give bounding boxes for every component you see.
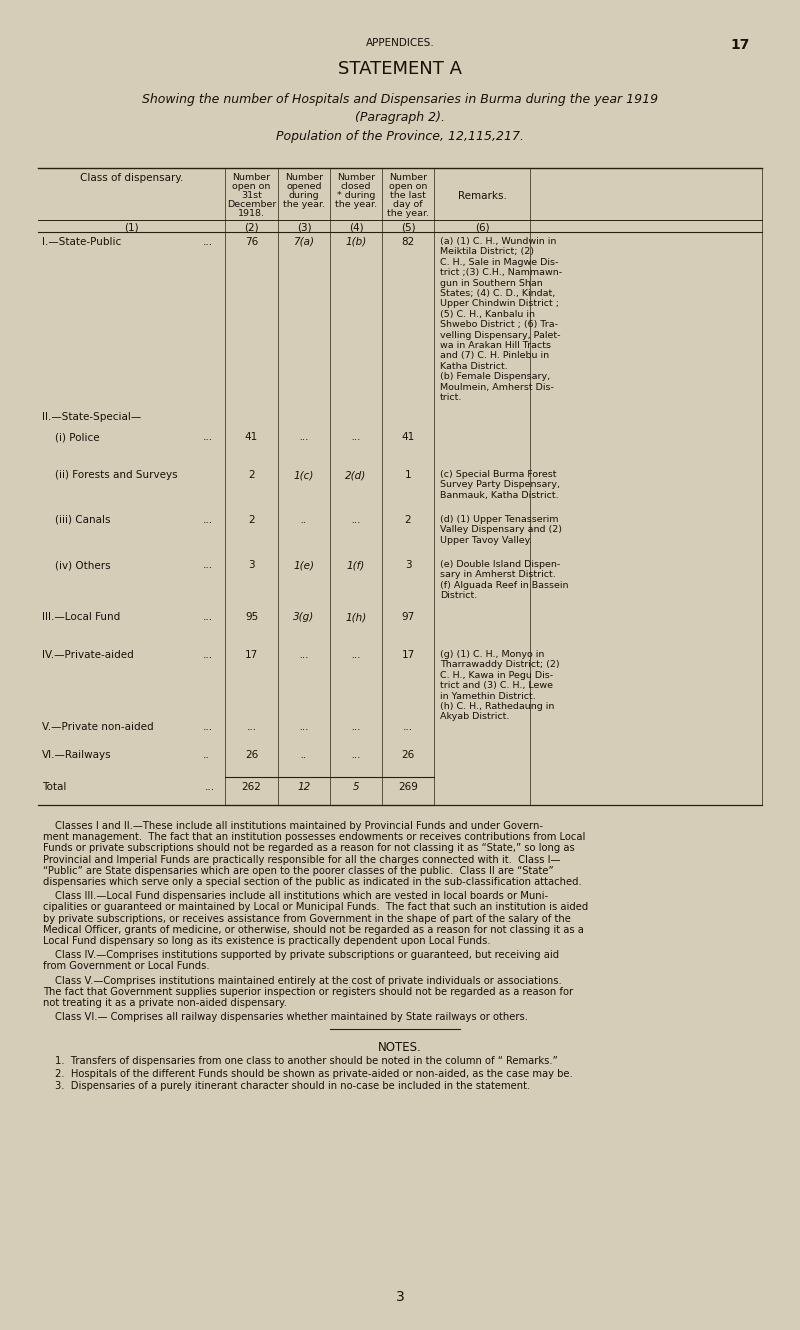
Text: 12: 12 xyxy=(298,782,310,791)
Text: 5: 5 xyxy=(353,782,359,791)
Text: ...: ... xyxy=(299,722,309,732)
Text: ..: .. xyxy=(203,750,210,759)
Text: 17: 17 xyxy=(730,39,750,52)
Text: ...: ... xyxy=(203,722,213,732)
Text: 7(a): 7(a) xyxy=(294,237,314,247)
Text: Remarks.: Remarks. xyxy=(458,192,506,201)
Text: Number: Number xyxy=(233,173,270,182)
Text: ...: ... xyxy=(351,650,361,660)
Text: ..: .. xyxy=(301,750,307,759)
Text: cipalities or guaranteed or maintained by Local or Municipal Funds.  The fact th: cipalities or guaranteed or maintained b… xyxy=(43,902,588,912)
Text: ...: ... xyxy=(351,515,361,525)
Text: 3: 3 xyxy=(248,560,255,571)
Text: ...: ... xyxy=(203,237,213,247)
Text: day of: day of xyxy=(393,200,423,209)
Text: 1(c): 1(c) xyxy=(294,469,314,480)
Text: IV.—Private-aided: IV.—Private-aided xyxy=(42,650,134,660)
Text: open on: open on xyxy=(389,182,427,192)
Text: dispensaries which serve only a special section of the public as indicated in th: dispensaries which serve only a special … xyxy=(43,876,582,887)
Text: (c) Special Burma Forest
Survey Party Dispensary,
Banmauk, Katha District.: (c) Special Burma Forest Survey Party Di… xyxy=(440,469,560,500)
Text: 95: 95 xyxy=(245,612,258,622)
Text: 3: 3 xyxy=(405,560,411,571)
Text: V.—Private non-aided: V.—Private non-aided xyxy=(42,722,154,732)
Text: (e) Double Island Dispen-
sary in Amherst District.
(f) Alguada Reef in Bassein
: (e) Double Island Dispen- sary in Amhers… xyxy=(440,560,569,600)
Text: Class of dispensary.: Class of dispensary. xyxy=(80,173,183,184)
Text: ment management.  The fact that an institution possesses endowments or receives : ment management. The fact that an instit… xyxy=(43,833,586,842)
Text: ...: ... xyxy=(299,432,309,442)
Text: ...: ... xyxy=(203,560,213,571)
Text: ...: ... xyxy=(203,650,213,660)
Text: APPENDICES.: APPENDICES. xyxy=(366,39,434,48)
Text: (ii) Forests and Surveys: (ii) Forests and Surveys xyxy=(42,469,178,480)
Text: 31st: 31st xyxy=(241,192,262,200)
Text: 2(d): 2(d) xyxy=(346,469,366,480)
Text: 2.  Hospitals of the different Funds should be shown as private-aided or non-aid: 2. Hospitals of the different Funds shou… xyxy=(55,1068,573,1079)
Text: Local Fund dispensary so long as its existence is practically dependent upon Loc: Local Fund dispensary so long as its exi… xyxy=(43,936,490,946)
Text: 17: 17 xyxy=(402,650,414,660)
Text: Class VI.— Comprises all railway dispensaries whether maintained by State railwa: Class VI.— Comprises all railway dispens… xyxy=(55,1012,528,1023)
Text: (g) (1) C. H., Monyo in
Tharrawaddy District; (2)
C. H., Kawa in Pegu Dis-
trict: (g) (1) C. H., Monyo in Tharrawaddy Dist… xyxy=(440,650,560,721)
Text: the last: the last xyxy=(390,192,426,200)
Text: by private subscriptions, or receives assistance from Government in the shape of: by private subscriptions, or receives as… xyxy=(43,914,571,923)
Text: from Government or Local Funds.: from Government or Local Funds. xyxy=(43,962,210,971)
Text: Provincial and Imperial Funds are practically responsible for all the charges co: Provincial and Imperial Funds are practi… xyxy=(43,855,561,865)
Text: 3(g): 3(g) xyxy=(294,612,314,622)
Text: during: during xyxy=(289,192,319,200)
Text: 2: 2 xyxy=(248,515,255,525)
Text: ...: ... xyxy=(203,432,213,442)
Text: 1(e): 1(e) xyxy=(294,560,314,571)
Text: 41: 41 xyxy=(245,432,258,442)
Text: 2: 2 xyxy=(248,469,255,480)
Text: 1(b): 1(b) xyxy=(346,237,366,247)
Text: the year.: the year. xyxy=(387,209,429,218)
Text: Funds or private subscriptions should not be regarded as a reason for not classi: Funds or private subscriptions should no… xyxy=(43,843,574,854)
Text: (d) (1) Upper Tenasserim
Valley Dispensary and (2)
Upper Tavoy Valley.: (d) (1) Upper Tenasserim Valley Dispensa… xyxy=(440,515,562,545)
Text: ...: ... xyxy=(246,722,257,732)
Text: (4): (4) xyxy=(349,222,363,231)
Text: 1.  Transfers of dispensaries from one class to another should be noted in the c: 1. Transfers of dispensaries from one cl… xyxy=(55,1056,558,1067)
Text: Class V.—Comprises institutions maintained entirely at the cost of private indiv: Class V.—Comprises institutions maintain… xyxy=(55,976,562,986)
Text: ...: ... xyxy=(351,722,361,732)
Text: 97: 97 xyxy=(402,612,414,622)
Text: (3): (3) xyxy=(297,222,311,231)
Text: ...: ... xyxy=(203,515,213,525)
Text: 82: 82 xyxy=(402,237,414,247)
Text: open on: open on xyxy=(232,182,270,192)
Text: Number: Number xyxy=(285,173,323,182)
Text: Total: Total xyxy=(42,782,66,791)
Text: Number: Number xyxy=(389,173,427,182)
Text: 1918.: 1918. xyxy=(238,209,265,218)
Text: (2): (2) xyxy=(244,222,259,231)
Text: opened: opened xyxy=(286,182,322,192)
Text: 3: 3 xyxy=(396,1290,404,1303)
Text: (a) (1) C. H., Wundwin in
Meiktila District; (2)
C. H., Sale in Magwe Dis-
trict: (a) (1) C. H., Wundwin in Meiktila Distr… xyxy=(440,237,562,402)
Text: 2: 2 xyxy=(405,515,411,525)
Text: I.—State-Public: I.—State-Public xyxy=(42,237,122,247)
Text: Class IV.—Comprises institutions supported by private subscriptions or guarantee: Class IV.—Comprises institutions support… xyxy=(55,950,559,960)
Text: closed: closed xyxy=(341,182,371,192)
Text: December: December xyxy=(227,200,276,209)
Text: 76: 76 xyxy=(245,237,258,247)
Text: Class III.—Local Fund dispensaries include all institutions which are vested in : Class III.—Local Fund dispensaries inclu… xyxy=(55,891,548,902)
Text: 41: 41 xyxy=(402,432,414,442)
Text: 26: 26 xyxy=(402,750,414,759)
Text: ...: ... xyxy=(203,612,213,622)
Text: 26: 26 xyxy=(245,750,258,759)
Text: 262: 262 xyxy=(242,782,262,791)
Text: Number: Number xyxy=(337,173,375,182)
Text: ...: ... xyxy=(299,650,309,660)
Text: 269: 269 xyxy=(398,782,418,791)
Text: (1): (1) xyxy=(124,222,139,231)
Text: ...: ... xyxy=(351,750,361,759)
Text: Medical Officer, grants of medicine, or otherwise, should not be regarded as a r: Medical Officer, grants of medicine, or … xyxy=(43,924,584,935)
Text: the year.: the year. xyxy=(283,200,325,209)
Text: Population of the Province, 12,115,217.: Population of the Province, 12,115,217. xyxy=(276,130,524,144)
Text: Showing the number of Hospitals and Dispensaries in Burma during the year 1919: Showing the number of Hospitals and Disp… xyxy=(142,93,658,106)
Text: ...: ... xyxy=(403,722,413,732)
Text: ...: ... xyxy=(351,432,361,442)
Text: (iii) Canals: (iii) Canals xyxy=(42,515,110,525)
Text: VI.—Railways: VI.—Railways xyxy=(42,750,112,759)
Text: not treating it as a private non-aided dispensary.: not treating it as a private non-aided d… xyxy=(43,998,287,1008)
Text: Classes I and II.—These include all institutions maintained by Provincial Funds : Classes I and II.—These include all inst… xyxy=(55,821,543,831)
Text: The fact that Government supplies superior inspection or registers should not be: The fact that Government supplies superi… xyxy=(43,987,573,996)
